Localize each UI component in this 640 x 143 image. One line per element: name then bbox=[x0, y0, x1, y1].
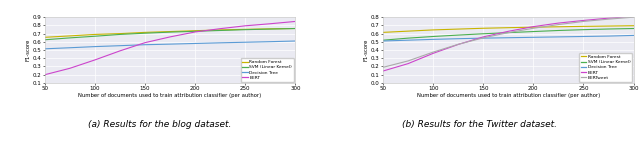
Text: (b) Results for the Twitter dataset.: (b) Results for the Twitter dataset. bbox=[403, 120, 557, 129]
X-axis label: Number of documents used to train attribution classifier (per author): Number of documents used to train attrib… bbox=[417, 94, 600, 99]
Legend: Random Forest, SVM (Linear Kernel), Decision Tree, BERT: Random Forest, SVM (Linear Kernel), Deci… bbox=[241, 58, 294, 82]
X-axis label: Number of documents used to train attribution classifier (per author): Number of documents used to train attrib… bbox=[79, 94, 262, 99]
Text: (a) Results for the blog dataset.: (a) Results for the blog dataset. bbox=[88, 120, 232, 129]
Legend: Random Forest, SVM (Linear Kernel), Decision Tree, BERT, BERTweet: Random Forest, SVM (Linear Kernel), Deci… bbox=[579, 53, 632, 82]
Y-axis label: F1-score: F1-score bbox=[364, 39, 369, 61]
Y-axis label: F1-score: F1-score bbox=[26, 39, 31, 61]
